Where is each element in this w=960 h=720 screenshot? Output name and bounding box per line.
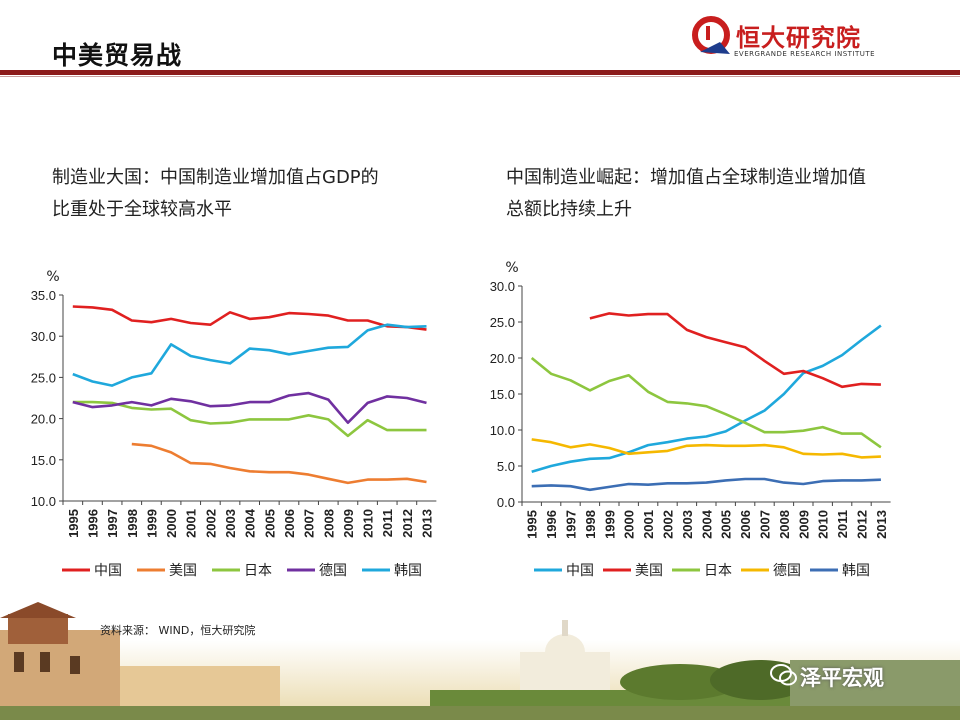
x-tick-label: 2009	[341, 509, 356, 538]
x-tick-label: 1997	[564, 510, 579, 539]
y-tick-label: 30.0	[490, 279, 515, 294]
source-note: 资料来源： WIND，恒大研究院	[100, 624, 256, 637]
footer-scenery	[0, 602, 960, 720]
series-line-日本	[72, 400, 427, 438]
x-tick-label: 2010	[816, 510, 831, 539]
x-tick-label: 2005	[719, 510, 734, 539]
x-tick-label: 2004	[699, 509, 714, 539]
series-line-韩国	[72, 323, 427, 387]
series-line-德国	[531, 438, 881, 459]
x-tick-label: 2009	[796, 510, 811, 539]
x-tick-label: 2013	[420, 509, 435, 538]
x-tick-label: 2001	[184, 509, 199, 538]
x-tick-label: 1998	[125, 509, 140, 538]
legend-label: 美国	[169, 563, 197, 579]
x-tick-label: 2011	[835, 510, 850, 538]
right-title-line2: 总额比持续上升	[506, 199, 632, 220]
y-tick-label: 15.0	[490, 387, 515, 402]
x-tick-label: 2002	[661, 510, 676, 539]
y-tick-label: 25.0	[490, 315, 515, 330]
wechat-icon	[770, 664, 797, 686]
y-tick-label: 30.0	[31, 329, 56, 344]
legend-label: 德国	[773, 563, 801, 579]
x-tick-label: 1999	[602, 510, 617, 539]
series-line-美国	[131, 442, 427, 485]
logo: 恒大研究院 EVERGRANDE RESEARCH INSTITUTE	[690, 14, 890, 64]
y-tick-label: 35.0	[31, 288, 56, 303]
right-chart-title: 中国制造业崛起：增加值占全球制造业增加值 总额比持续上升	[506, 162, 936, 226]
y-tick-label: 25.0	[31, 370, 56, 385]
y-axis-unit-label: %	[46, 269, 59, 285]
x-tick-label: 2004	[243, 508, 258, 538]
x-tick-label: 2006	[282, 509, 297, 538]
series-line-中国	[72, 305, 427, 331]
x-tick-label: 2006	[738, 510, 753, 539]
logo-subtitle: EVERGRANDE RESEARCH INSTITUTE	[734, 50, 876, 58]
x-tick-label: 2007	[758, 510, 773, 539]
left-chart-title: 制造业大国：中国制造业增加值占GDP的 比重处于全球较高水平	[52, 162, 472, 226]
x-tick-label: 2010	[361, 509, 376, 538]
x-tick-label: 1996	[85, 509, 100, 538]
x-tick-label: 1995	[525, 510, 540, 539]
series-line-德国	[72, 391, 427, 424]
x-tick-label: 1999	[144, 509, 159, 538]
x-tick-label: 2011	[380, 509, 395, 537]
y-tick-label: 5.0	[497, 459, 515, 474]
left-title-line1: 制造业大国：中国制造业增加值占GDP的	[52, 167, 379, 188]
y-tick-label: 20.0	[31, 412, 56, 427]
series-line-日本	[530, 356, 882, 449]
y-tick-label: 15.0	[31, 453, 56, 468]
logo-name: 恒大研究院	[736, 24, 861, 52]
legend-label: 韩国	[394, 563, 422, 579]
legend-label: 美国	[635, 563, 663, 579]
legend-label: 韩国	[842, 563, 870, 579]
x-tick-label: 2001	[641, 510, 656, 539]
right-title-line1: 中国制造业崛起：增加值占全球制造业增加值	[506, 167, 866, 188]
series-line-韩国	[531, 477, 881, 492]
left-title-line2: 比重处于全球较高水平	[52, 199, 232, 220]
page-title: 中美贸易战	[52, 41, 183, 70]
legend-label: 中国	[566, 563, 594, 579]
x-tick-label: 1995	[66, 509, 81, 538]
y-tick-label: 20.0	[490, 351, 515, 366]
x-tick-label: 2007	[302, 509, 317, 538]
y-tick-label: 0.0	[497, 495, 515, 510]
y-tick-label: 10.0	[31, 494, 56, 509]
x-tick-label: 2000	[164, 509, 179, 538]
header-rule	[0, 70, 960, 75]
watermark: 泽平宏观	[800, 666, 884, 690]
header: 中美贸易战 恒大研究院 EVERGRANDE RESEARCH INSTITUT…	[0, 0, 960, 78]
series-line-中国	[531, 324, 882, 474]
legend-label: 德国	[319, 563, 347, 579]
header-rule-thin	[0, 76, 960, 77]
x-tick-label: 2003	[680, 510, 695, 539]
series-line-美国	[589, 312, 881, 389]
right-line-chart: % 30.0 25.0 20.0 15.0 10.0 5.0 0.0 1995 1996 1997 1…	[490, 260, 891, 579]
y-tick-label: 10.0	[490, 423, 515, 438]
x-tick-label: 2005	[262, 509, 277, 538]
x-tick-label: 2013	[874, 510, 889, 539]
x-tick-label: 2008	[321, 509, 336, 538]
legend-label: 日本	[244, 563, 272, 579]
left-line-chart: % 35.0 30.0 25.0 20.0 15.0 10.0 1995 1996 1997 199…	[31, 269, 437, 579]
x-tick-label: 2012	[400, 509, 415, 538]
logo-mark-icon	[692, 16, 730, 54]
x-tick-label: 1997	[105, 509, 120, 538]
x-tick-label: 1998	[583, 510, 598, 539]
x-tick-label: 2008	[777, 510, 792, 539]
x-tick-label: 2002	[203, 509, 218, 538]
legend-label: 中国	[94, 563, 122, 579]
x-tick-label: 2012	[855, 510, 870, 539]
x-tick-label: 2000	[622, 510, 637, 539]
y-axis-unit-label: %	[505, 260, 518, 276]
legend-label: 日本	[704, 563, 732, 579]
x-tick-label: 2003	[223, 509, 238, 538]
x-tick-label: 1996	[544, 510, 559, 539]
